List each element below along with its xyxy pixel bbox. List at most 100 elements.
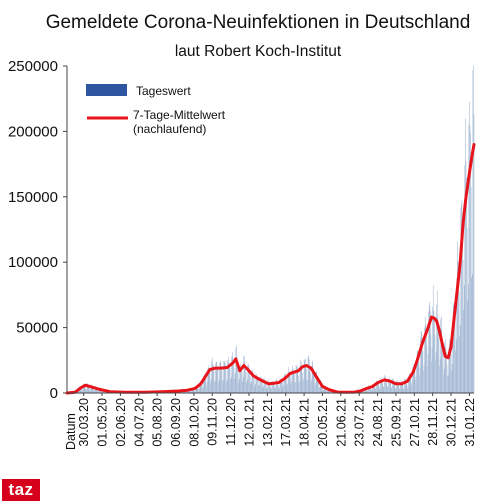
y-tick-label: 0 (50, 385, 58, 402)
daily-bar (376, 380, 378, 393)
daily-bar (460, 207, 462, 393)
daily-bar (202, 387, 203, 393)
daily-bar (81, 388, 82, 393)
daily-bar (299, 380, 300, 393)
daily-bar (246, 382, 247, 393)
daily-bar (390, 382, 392, 393)
daily-bar (83, 383, 84, 393)
daily-bar (307, 356, 309, 393)
daily-bar (446, 351, 447, 393)
daily-bar (287, 383, 288, 393)
daily-bar (242, 381, 243, 393)
daily-bar (218, 379, 220, 393)
daily-bar (225, 363, 226, 393)
daily-bar (222, 379, 224, 393)
daily-bar (473, 113, 475, 393)
daily-bar (320, 380, 322, 393)
daily-bar (87, 384, 89, 393)
daily-bar (285, 379, 287, 393)
daily-bar (383, 387, 384, 393)
daily-bar (95, 387, 97, 393)
daily-bar (281, 380, 282, 393)
daily-bar (98, 391, 99, 393)
daily-bar (280, 378, 281, 393)
daily-bar (403, 387, 405, 393)
daily-bar (182, 391, 184, 393)
daily-bar (88, 386, 90, 393)
x-tick-label: 24.08.21 (371, 398, 385, 447)
daily-bar (303, 378, 304, 393)
daily-bar (276, 378, 277, 393)
x-tick-label: 30.03.20 (77, 398, 91, 447)
daily-bar (461, 203, 462, 393)
daily-bar (393, 382, 395, 393)
daily-bar (190, 391, 191, 393)
daily-bar (223, 361, 225, 393)
daily-bar (305, 364, 307, 393)
daily-bar (400, 381, 402, 393)
daily-bar (435, 351, 437, 393)
daily-bar (372, 384, 374, 393)
daily-bar (448, 347, 450, 393)
daily-bar (391, 387, 393, 393)
x-tick-label: 21.06.21 (334, 398, 348, 447)
daily-bar (392, 378, 394, 393)
daily-bar (298, 375, 299, 393)
daily-bar (252, 373, 254, 393)
daily-bar (311, 363, 313, 393)
daily-bar (362, 390, 363, 393)
daily-bar (254, 386, 256, 393)
daily-bar (310, 372, 311, 393)
daily-bar (463, 309, 464, 393)
daily-bar (425, 325, 427, 393)
daily-bar (303, 359, 305, 393)
daily-bar (89, 390, 91, 393)
daily-bar (106, 391, 107, 393)
daily-bar (236, 356, 238, 393)
daily-bar (237, 360, 238, 393)
daily-bar (197, 387, 199, 393)
daily-bar (245, 368, 246, 393)
daily-bar (473, 66, 474, 393)
daily-bar (221, 366, 222, 393)
daily-bar (471, 273, 473, 393)
daily-bar (259, 384, 260, 393)
daily-bar (372, 385, 373, 393)
daily-bar (290, 384, 292, 393)
daily-bar (404, 379, 405, 393)
daily-bar (319, 387, 320, 393)
daily-bar (437, 317, 439, 393)
daily-bar (255, 374, 257, 393)
daily-bar (363, 391, 365, 393)
daily-bar (453, 302, 455, 393)
daily-bar (263, 386, 264, 393)
daily-bar (428, 311, 429, 393)
daily-bar (197, 386, 198, 393)
daily-bar (426, 328, 427, 393)
daily-bar (230, 377, 232, 393)
daily-bar (402, 383, 404, 393)
daily-bar (435, 359, 436, 393)
daily-bar (281, 382, 283, 393)
daily-bar (203, 376, 204, 393)
daily-bar (275, 380, 277, 393)
daily-bar (423, 371, 424, 393)
daily-bar (427, 365, 428, 393)
daily-bar (267, 387, 268, 393)
daily-bar (408, 374, 410, 393)
daily-bar (232, 357, 234, 393)
daily-bar (470, 187, 472, 393)
daily-bar (81, 390, 83, 393)
daily-bar (454, 317, 456, 393)
legend-label-daily: Tageswert (136, 84, 191, 98)
daily-bar (445, 347, 447, 393)
daily-bar (244, 355, 245, 393)
daily-bar (211, 357, 213, 393)
daily-bar (299, 366, 301, 393)
daily-bars (67, 66, 475, 394)
daily-bar (297, 368, 299, 393)
daily-bar (248, 366, 250, 393)
daily-bar (430, 333, 432, 393)
daily-bar (325, 387, 326, 393)
